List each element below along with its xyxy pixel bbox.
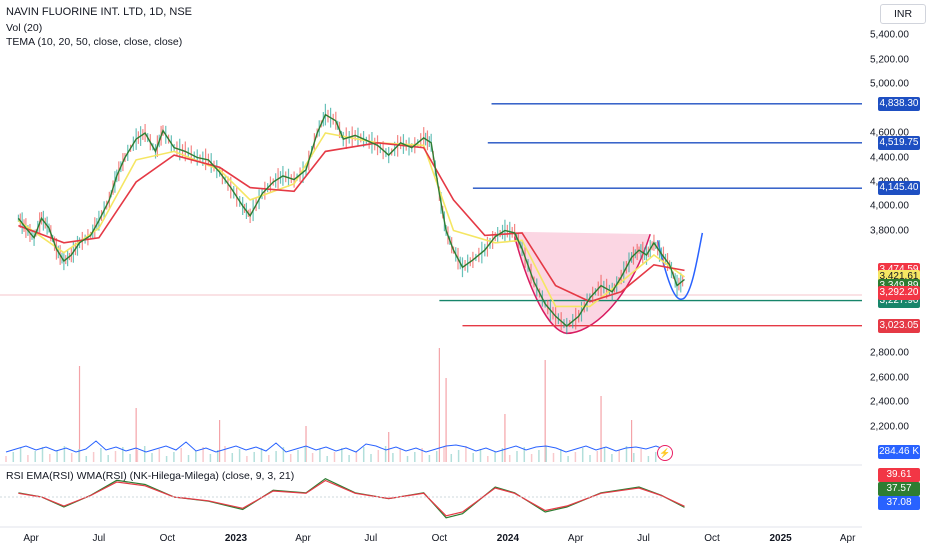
price-tick-label: 2,600.00	[870, 372, 909, 383]
price-tick-label: 3,800.00	[870, 225, 909, 236]
time-tick-label: 2023	[225, 533, 247, 544]
time-tick-label: Apr	[295, 533, 311, 544]
time-tick-label: Apr	[23, 533, 39, 544]
volume-tag: 284.46 K	[878, 445, 920, 459]
price-tick-label: 5,200.00	[870, 54, 909, 65]
legend-tema[interactable]: TEMA (10, 20, 50, close, close, close)	[6, 36, 182, 48]
time-tick-label: 2024	[497, 533, 519, 544]
price-tick-label: 4,400.00	[870, 152, 909, 163]
time-tick-label: 2025	[769, 533, 791, 544]
rsi-ema-line	[18, 481, 684, 516]
time-tick-label: Apr	[568, 533, 584, 544]
price-tick-label: 4,000.00	[870, 201, 909, 212]
rsi-value-tag: 37.57	[878, 482, 920, 496]
price-tick-label: 2,800.00	[870, 348, 909, 359]
currency-button[interactable]: INR	[880, 4, 926, 24]
time-tick-label: Oct	[704, 533, 720, 544]
legend-rsi[interactable]: RSI EMA(RSI) WMA(RSI) (NK-Hilega-Milega)…	[6, 470, 294, 482]
legend-symbol-title[interactable]: NAVIN FLUORINE INT. LTD, 1D, NSE	[6, 6, 192, 18]
price-tick-label: 2,400.00	[870, 397, 909, 408]
time-tick-label: Oct	[432, 533, 448, 544]
rsi-value-tag: 37.08	[878, 496, 920, 510]
current-price-tag: 3,292.20	[878, 286, 920, 300]
level-price-tag: 3,023.05	[878, 319, 920, 333]
legend-volume[interactable]: Vol (20)	[6, 22, 42, 34]
level-price-tag: 4,838.30	[878, 97, 920, 111]
time-tick-label: Oct	[160, 533, 176, 544]
level-price-tag: 4,519.75	[878, 136, 920, 150]
rsi-value-tag: 39.61	[878, 468, 920, 482]
level-price-tag: 4,145.40	[878, 181, 920, 195]
time-tick-label: Apr	[840, 533, 856, 544]
time-tick-label: Jul	[364, 533, 377, 544]
time-tick-label: Jul	[92, 533, 105, 544]
price-tick-label: 2,200.00	[870, 421, 909, 432]
price-tick-label: 5,000.00	[870, 79, 909, 90]
price-tick-label: 5,400.00	[870, 30, 909, 41]
rsi-line	[18, 479, 684, 518]
lightning-icon[interactable]: ⚡	[657, 445, 673, 461]
volume-ma-line	[6, 441, 666, 452]
time-tick-label: Jul	[637, 533, 650, 544]
